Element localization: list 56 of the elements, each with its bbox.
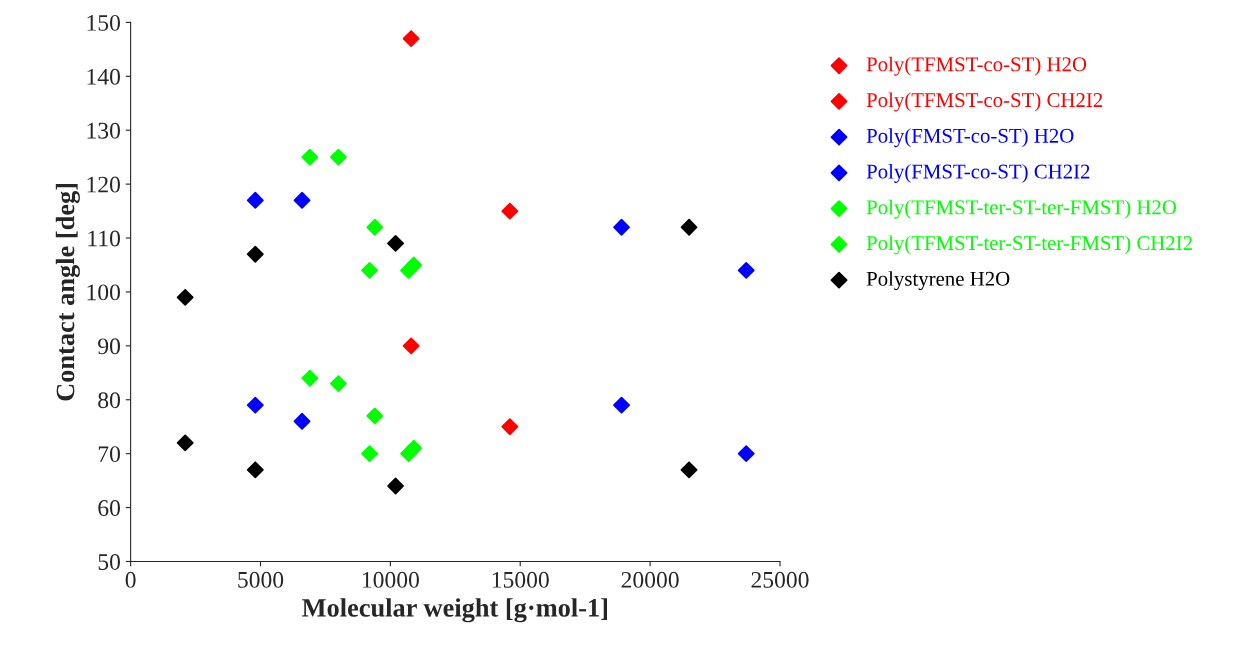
y-tick-label: 100 xyxy=(87,284,120,301)
point xyxy=(402,337,420,355)
point xyxy=(366,218,384,236)
point xyxy=(387,477,405,495)
y-tick-label: 90 xyxy=(98,338,120,355)
x-tick-label: 20000 xyxy=(621,571,679,588)
point xyxy=(387,234,405,252)
point xyxy=(680,218,698,236)
point xyxy=(293,412,311,430)
point xyxy=(501,202,519,220)
point xyxy=(680,461,698,479)
legend-label: Poly(TFMST-ter-ST-ter-FMST) H2O xyxy=(866,199,1177,219)
point xyxy=(405,256,423,274)
x-tick-label: 10000 xyxy=(362,571,419,588)
legend-label: Polystyrene H2O xyxy=(866,271,1010,291)
legend-label: Poly(FMST-co-ST) H2O xyxy=(866,128,1074,148)
point xyxy=(301,148,319,166)
point xyxy=(361,445,379,463)
y-axis-title: Contact angle [deg] xyxy=(55,183,80,401)
point xyxy=(329,375,347,393)
point xyxy=(246,396,264,414)
point xyxy=(301,369,319,387)
point xyxy=(246,461,264,479)
y-tick-label: 130 xyxy=(87,122,120,139)
y-tick-label: 150 xyxy=(87,14,120,31)
point xyxy=(329,148,347,166)
y-tick-label: 110 xyxy=(88,230,120,247)
point xyxy=(293,191,311,209)
y-tick-label: 120 xyxy=(87,176,120,193)
point xyxy=(176,288,194,306)
x-tick-label: 15000 xyxy=(492,571,549,588)
point xyxy=(613,218,630,236)
point xyxy=(613,396,630,414)
point xyxy=(361,261,379,279)
point xyxy=(176,434,194,452)
legend-label: Poly(TFMST-co-ST) H2O xyxy=(866,56,1087,76)
x-tick-label: 5000 xyxy=(238,571,284,588)
x-tick-label: 25000 xyxy=(751,571,809,588)
point xyxy=(501,418,519,436)
legend-label: Poly(TFMST-co-ST) CH2I2 xyxy=(866,92,1103,112)
point xyxy=(405,439,423,457)
y-tick-label: 60 xyxy=(98,500,120,516)
point xyxy=(246,191,264,209)
legend-label: Poly(TFMST-ter-ST-ter-FMST) CH2I2 xyxy=(866,235,1192,255)
y-tick-label: 70 xyxy=(98,446,120,463)
legend-label: Poly(FMST-co-ST) CH2I2 xyxy=(866,163,1090,183)
x-tick-label: 0 xyxy=(125,571,136,588)
point xyxy=(366,407,384,425)
y-tick-label: 140 xyxy=(87,68,120,85)
point xyxy=(737,445,755,463)
y-tick-label: 80 xyxy=(98,392,120,409)
x-axis-title: Molecular weight [g·mol-1] xyxy=(302,598,608,623)
point xyxy=(737,261,755,279)
point xyxy=(246,245,264,263)
point xyxy=(402,30,420,48)
y-tick-label: 50 xyxy=(98,553,120,570)
